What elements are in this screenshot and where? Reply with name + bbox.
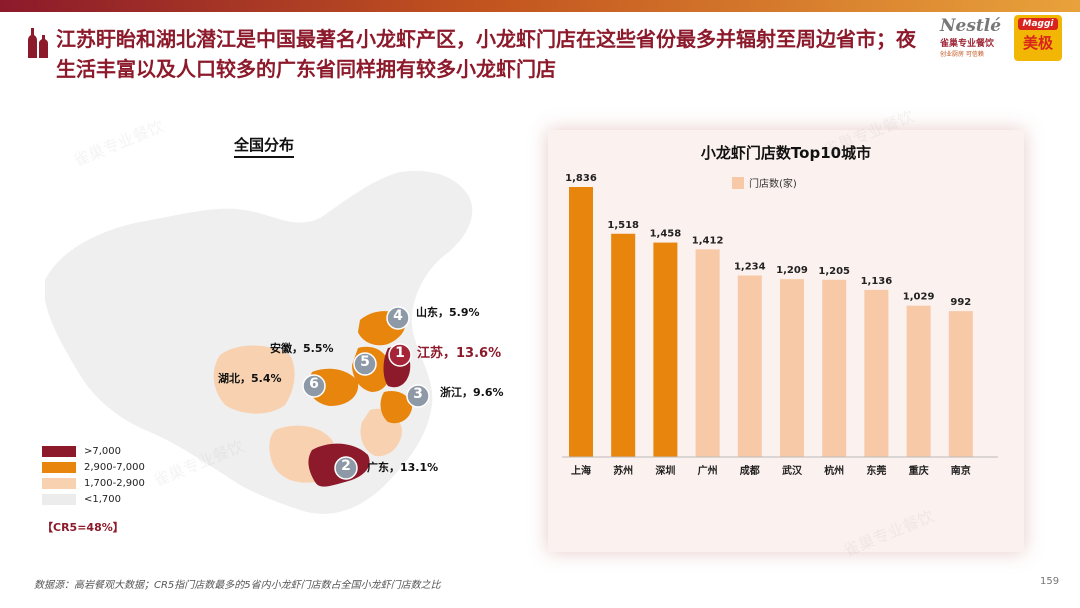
- chart-legend-swatch: [732, 177, 744, 189]
- nestle-logo-tag: 创业厨房 可信赖: [940, 51, 984, 58]
- bar-value-label: 1,209: [776, 265, 808, 276]
- chart-legend-label: 门店数(家): [749, 177, 797, 190]
- legend-row-high: >7,000: [42, 444, 145, 459]
- x-tick-label: 杭州: [824, 464, 844, 477]
- legend-row-min: <1,700: [42, 492, 145, 507]
- zhejiang-shape: [380, 390, 412, 424]
- bar-value-label: 992: [950, 297, 971, 308]
- rank-4-badge: [386, 306, 410, 330]
- nestle-logo: Nestlé 雀巢专业餐饮 创业厨房 可信赖: [940, 16, 1010, 60]
- bar-深圳: [653, 242, 678, 457]
- bar-value-label: 1,136: [861, 276, 893, 287]
- maggi-logo-sub: 美极: [1022, 34, 1053, 52]
- cr5-note: 【CR5=48%】: [42, 521, 124, 534]
- x-tick-label: 苏州: [613, 464, 633, 477]
- legend-swatch-high: [42, 446, 76, 457]
- rank-6-number: 6: [309, 376, 319, 392]
- x-tick-label: 东莞: [866, 464, 886, 477]
- legend-row-mid: 2,900-7,000: [42, 460, 145, 475]
- bar-value-label: 1,518: [607, 220, 639, 231]
- bar-value-label: 1,234: [734, 262, 766, 273]
- label-guangdong: 广东，13.1%: [367, 461, 439, 474]
- rank-2-number: 2: [341, 458, 351, 474]
- rank-4-number: 4: [393, 308, 403, 324]
- maggi-logo-text: Maggi: [1018, 18, 1058, 30]
- rank-3-badge: [406, 384, 430, 408]
- legend-swatch-low: [42, 478, 76, 489]
- legend-label-high: >7,000: [84, 446, 122, 457]
- bar-武汉: [780, 279, 804, 457]
- callout-jiangsu: 1: [388, 343, 412, 371]
- top-accent-bar: [0, 0, 1080, 12]
- x-tick-label: 成都: [740, 464, 760, 477]
- bar-chart: 门店数(家) 1,836 上海 1,518 苏州 1,458 深圳 1,412 广州 1,234 成…: [562, 173, 998, 477]
- rank-6-badge: [302, 374, 326, 398]
- legend-label-low: 1,700-2,900: [84, 478, 145, 489]
- nestle-logo-text: Nestlé: [940, 16, 1002, 36]
- callout-guangdong: 2: [334, 456, 358, 484]
- x-tick-label: 上海: [571, 464, 591, 477]
- bar-成都: [737, 275, 762, 457]
- rank-5-number: 5: [360, 354, 370, 370]
- legend-swatch-mid: [42, 462, 76, 473]
- legend-swatch-min: [42, 494, 76, 505]
- bar-value-label: 1,412: [692, 235, 724, 246]
- legend-label-min: <1,700: [84, 494, 122, 505]
- map-section-title: 全国分布: [234, 134, 295, 158]
- callout-shandong: 4: [386, 306, 410, 334]
- x-tick-label: 广州: [698, 464, 718, 477]
- rank-1-badge: [388, 343, 412, 367]
- bar-杭州: [822, 279, 847, 457]
- bar-重庆: [906, 305, 931, 457]
- bar-苏州: [611, 233, 636, 457]
- bottle-icon: [28, 28, 48, 58]
- rank-3-number: 3: [413, 386, 423, 402]
- x-tick-label: 重庆: [909, 464, 929, 477]
- callout-zhejiang: 3: [406, 384, 430, 412]
- label-shandong: 山东，5.9%: [416, 306, 480, 319]
- callout-anhui: 5: [353, 352, 377, 380]
- bar-value-label: 1,458: [650, 229, 682, 240]
- legend-row-low: 1,700-2,900: [42, 476, 145, 491]
- rank-2-badge: [334, 456, 358, 480]
- bar-value-label: 1,205: [818, 266, 850, 277]
- legend-label-mid: 2,900-7,000: [84, 462, 145, 473]
- bar-value-label: 1,836: [565, 173, 597, 184]
- label-anhui: 安徽，5.5%: [270, 342, 334, 355]
- bar-南京: [948, 311, 973, 457]
- bar-上海: [569, 187, 593, 457]
- bar-东莞: [864, 289, 889, 457]
- label-zhejiang: 浙江，9.6%: [440, 386, 504, 399]
- map-legend: >7,000 2,900-7,000 1,700-2,900 <1,700: [42, 444, 145, 508]
- rank-5-badge: [353, 352, 377, 376]
- light-region-west: [213, 345, 295, 414]
- nestle-logo-sub: 雀巢专业餐饮: [940, 39, 995, 49]
- page-number: 159: [1040, 576, 1060, 587]
- callout-hubei: 6: [302, 374, 326, 402]
- x-tick-label: 南京: [951, 464, 971, 477]
- x-tick-label: 深圳: [655, 464, 675, 477]
- label-hubei: 湖北，5.4%: [218, 372, 282, 385]
- bar-广州: [695, 249, 720, 457]
- label-jiangsu: 江苏，13.6%: [417, 346, 502, 361]
- x-tick-label: 武汉: [782, 464, 803, 477]
- source-note: 数据源：高岩餐观大数据；CR5指门店数最多的5省内小龙虾门店数占全国小龙虾门店数…: [34, 580, 441, 591]
- page-title: 江苏盱眙和湖北潜江是中国最著名小龙虾产区，小龙虾门店在这些省份最多并辐射至周边省…: [56, 27, 916, 81]
- bar-value-label: 1,029: [903, 292, 935, 303]
- chart-title: 小龙虾门店数Top10城市: [700, 144, 872, 162]
- rank-1-number: 1: [395, 345, 405, 361]
- maggi-logo: Maggi 美极: [1014, 15, 1062, 61]
